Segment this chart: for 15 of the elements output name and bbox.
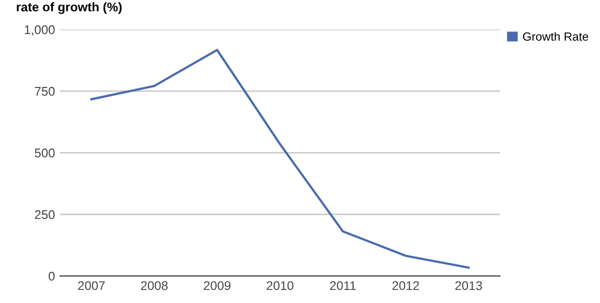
x-tick-label: 2007 bbox=[78, 281, 105, 290]
line-series bbox=[90, 48, 470, 269]
x-tick-label: 2012 bbox=[392, 281, 419, 290]
x-tick-label: 2010 bbox=[266, 281, 294, 290]
x-tick-label: 2008 bbox=[141, 281, 168, 290]
chart-title: rate of growth (%) bbox=[16, 2, 122, 14]
y-tick-label: 500 bbox=[34, 148, 55, 158]
y-tick-label: 0 bbox=[48, 272, 55, 281]
y-tick-label: 1,000 bbox=[24, 25, 55, 36]
x-tick-label: 2011 bbox=[330, 281, 356, 290]
x-tick-label: 2013 bbox=[455, 281, 482, 290]
legend-label: Growth Rate bbox=[523, 32, 588, 41]
y-tick-label: 750 bbox=[34, 86, 55, 96]
x-tick-label: 2009 bbox=[204, 281, 230, 290]
y-tick-label: 250 bbox=[34, 210, 55, 220]
